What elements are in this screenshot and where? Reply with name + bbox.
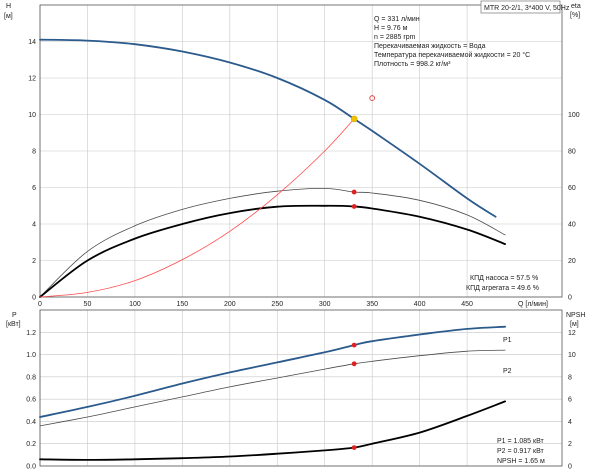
top-left-tick-4: 8 [32, 149, 36, 156]
top-left-tick-0: 0 [32, 295, 36, 302]
duty-temperature: Температура перекачиваемой жидкости = 20… [374, 51, 530, 59]
npsh-axis-label: NPSH [566, 312, 585, 319]
duty-flow: Q = 331 л/мин [374, 16, 420, 23]
bottom-right-tick-1: 2 [568, 441, 572, 448]
duty-density: Плотность = 998.2 кг/м³ [374, 61, 451, 68]
top-curve-system [39, 118, 355, 298]
model-box [480, 0, 561, 14]
duty-head: H = 9.76 м [374, 25, 408, 32]
series-label-p1: P1 [503, 337, 512, 344]
bottom-left-tick-6: 1.2 [26, 330, 36, 337]
top-curve-eta_unit [39, 204, 506, 298]
bottom-left-tick-4: 0.8 [26, 374, 36, 381]
bottom-operating-marker-2 [351, 445, 357, 451]
top-operating-marker-0 [351, 189, 357, 195]
top-grid [39, 4, 563, 298]
top-x-tick-8: 400 [414, 301, 426, 308]
top-operating-marker-1 [351, 204, 357, 209]
top-x-tick-9: 450 [461, 301, 473, 308]
power-axis-label: P [12, 312, 17, 319]
bottom-right-tick-3: 6 [568, 397, 572, 404]
npsh-axis-unit: [м] [570, 321, 579, 328]
eta-axis-unit: [%] [570, 12, 580, 19]
bottom-operating-marker-1 [351, 361, 357, 367]
bottom-frame [39, 309, 563, 467]
bottom-curve-P2 [39, 349, 506, 427]
open-duty-marker [369, 95, 375, 101]
top-curve-head [39, 38, 497, 218]
top-x-tick-6: 300 [319, 301, 331, 308]
top-x-tick-3: 150 [177, 301, 189, 308]
eta-axis-label: eta [571, 3, 581, 10]
bottom-right-tick-5: 10 [568, 352, 576, 359]
top-x-tick-2: 100 [129, 301, 141, 308]
unit-efficiency: КПД агрегата = 49.6 % [466, 285, 539, 292]
top-right-tick-1: 20 [568, 258, 576, 265]
bottom-left-tick-3: 0.6 [26, 397, 36, 404]
power-p1: P1 = 1.085 кВт [497, 438, 545, 445]
bottom-right-tick-6: 12 [568, 330, 576, 337]
top-right-tick-0: 0 [568, 295, 572, 302]
top-x-tick-7: 350 [366, 301, 378, 308]
duty-info: Q = 331 л/мин H = 9.76 м n = 2885 rpm Пе… [374, 16, 530, 68]
top-series [39, 38, 506, 298]
duty-liquid: Перекачиваемая жидкость = Вода [374, 43, 486, 50]
top-left-tick-7: 14 [28, 39, 36, 46]
head-axis-unit: [м] [4, 13, 13, 20]
model-label: MTR 20-2/1, 3*400 V, 50Hz [484, 5, 570, 12]
top-right-tick-2: 40 [568, 222, 576, 229]
series-label-p2: P2 [503, 368, 512, 375]
duty-speed: n = 2885 rpm [374, 34, 416, 41]
duty-point-marker [350, 115, 358, 123]
top-left-tick-1: 2 [32, 258, 36, 265]
power-axis-unit: [кВт] [6, 321, 21, 328]
bottom-left-tick-5: 1.0 [26, 352, 36, 359]
top-frame [39, 4, 563, 298]
npsh-value: NPSH = 1.65 м [497, 458, 545, 465]
top-x-tick-5: 250 [271, 301, 283, 308]
bottom-left-tick-2: 0.4 [26, 419, 36, 426]
top-x-tick-0: 0 [38, 301, 42, 308]
bottom-left-tick-0: 0.0 [26, 464, 36, 471]
bottom-operating-marker-0 [351, 342, 357, 348]
top-left-tick-6: 12 [28, 76, 36, 83]
top-left-tick-5: 10 [28, 112, 36, 119]
bottom-right-tick-4: 8 [568, 374, 572, 381]
top-right-tick-5: 100 [568, 112, 580, 119]
bottom-curve-npsh [39, 400, 506, 461]
bottom-grid [39, 309, 563, 467]
bottom-right-tick-0: 0 [568, 464, 572, 471]
bottom-right-tick-2: 4 [568, 419, 572, 426]
head-axis-label: H [6, 3, 11, 10]
top-right-tick-4: 80 [568, 149, 576, 156]
bottom-left-tick-1: 0.2 [26, 441, 36, 448]
power-p2: P2 = 0.917 кВт [497, 448, 545, 455]
top-curve-eta_pump [39, 187, 506, 298]
top-x-tick-1: 50 [84, 301, 92, 308]
top-left-tick-3: 6 [32, 185, 36, 192]
bottom-curve-P1 [39, 325, 506, 418]
efficiency-info: КПД насоса = 57.5 % КПД агрегата = 49.6 … [466, 275, 539, 292]
top-left-tick-2: 4 [32, 222, 36, 229]
bottom-series [39, 325, 506, 461]
top-x-tick-4: 200 [224, 301, 236, 308]
top-right-tick-3: 60 [568, 185, 576, 192]
pump-efficiency: КПД насоса = 57.5 % [470, 275, 538, 282]
power-info: P1 = 1.085 кВт P2 = 0.917 кВт NPSH = 1.6… [497, 438, 545, 465]
flow-axis-label: Q [л/мин] [518, 301, 548, 308]
